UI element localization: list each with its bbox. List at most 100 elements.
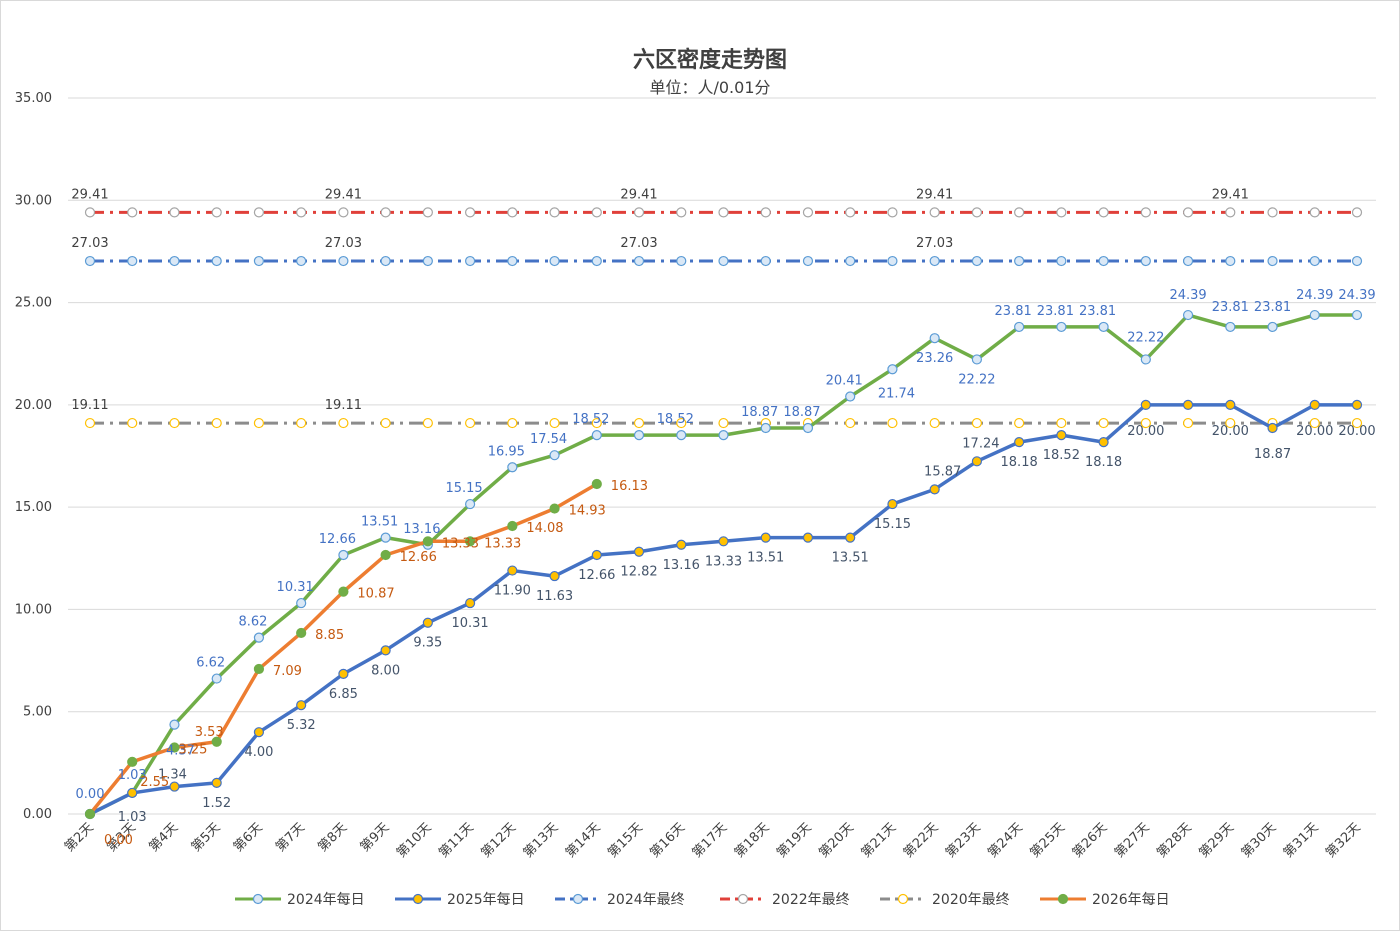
x-tick-label: 第11天: [436, 820, 477, 861]
data-point: [465, 597, 476, 609]
data-point: [929, 484, 940, 495]
legend-marker: [897, 893, 909, 905]
data-label: 23.81: [1037, 304, 1074, 319]
legend-label: 2026年每日: [1092, 892, 1170, 908]
legend-label: 2024年每日: [287, 892, 365, 908]
x-tick-label: 第14天: [563, 820, 604, 861]
data-point: [1098, 255, 1109, 267]
data-point: [718, 417, 729, 429]
data-point: [211, 417, 222, 429]
data-label: 27.03: [71, 236, 108, 251]
data-point: [169, 719, 180, 730]
x-tick-label: 第27天: [1112, 820, 1153, 861]
data-point: [169, 417, 180, 429]
data-label: 15.15: [445, 481, 482, 496]
data-point: [845, 391, 856, 402]
data-point: [253, 207, 265, 218]
data-point: [802, 422, 814, 434]
data-label: 27.03: [620, 236, 657, 251]
data-label: 13.16: [403, 522, 440, 537]
data-label: 1.52: [202, 796, 231, 811]
data-label: 12.66: [319, 532, 356, 547]
data-point: [591, 549, 602, 561]
data-label: 2.55: [140, 775, 169, 790]
data-label: 24.39: [1338, 288, 1375, 303]
y-tick-label: 5.00: [23, 705, 52, 720]
data-point: [760, 532, 771, 543]
x-tick-label: 第25天: [1028, 820, 1069, 861]
data-label: 1.34: [158, 768, 187, 783]
data-point: [676, 255, 687, 267]
data-point: [1182, 309, 1194, 321]
data-point: [549, 417, 560, 429]
x-tick-label: 第8天: [315, 820, 350, 855]
data-point: [338, 417, 349, 429]
data-point: [887, 255, 898, 267]
data-point: [127, 787, 138, 799]
data-point: [507, 255, 518, 267]
data-label: 19.11: [325, 398, 362, 413]
data-point: [507, 462, 518, 473]
x-tick-label: 第26天: [1070, 820, 1111, 861]
data-point: [633, 546, 645, 557]
data-label: 9.35: [413, 636, 442, 651]
data-point: [422, 255, 433, 267]
data-label: 23.81: [1254, 300, 1291, 315]
data-point: [971, 417, 983, 429]
data-point: [887, 498, 898, 510]
data-point: [1056, 255, 1067, 267]
data-point: [1140, 399, 1151, 410]
x-tick-label: 第6天: [231, 820, 266, 855]
data-point: [591, 478, 602, 490]
data-label: 14.93: [569, 504, 606, 519]
data-point: [718, 536, 729, 547]
data-label: 29.41: [325, 187, 362, 202]
data-point: [549, 207, 560, 218]
x-axis: 第2天 第3天 第4天 第5天 第6天 第7天 第8天 第9天 第10天 第11天 第12天 第13天…: [62, 820, 1364, 861]
data-point: [422, 417, 433, 429]
data-point: [1098, 321, 1109, 333]
x-tick-label: 第16天: [647, 820, 688, 861]
chart-subtitle: 单位：人/0.01分: [649, 78, 770, 97]
data-label: 4.00: [244, 745, 273, 760]
data-point: [1098, 207, 1109, 218]
data-label: 23.26: [916, 351, 953, 366]
data-point: [1309, 207, 1320, 218]
x-tick-label: 第7天: [273, 820, 308, 855]
data-label: 18.87: [783, 405, 820, 420]
data-point: [1056, 321, 1067, 333]
x-tick-label: 第30天: [1239, 820, 1280, 861]
x-tick-label: 第21天: [859, 820, 900, 861]
data-point: [1182, 417, 1194, 429]
data-point: [338, 207, 349, 218]
data-point: [465, 255, 476, 267]
x-tick-label: 第32天: [1323, 820, 1364, 861]
data-point: [676, 207, 687, 218]
data-label: 16.95: [488, 444, 525, 459]
data-label: 3.53: [195, 725, 224, 740]
data-label: 13.51: [747, 551, 784, 566]
x-tick-label: 第4天: [146, 820, 181, 855]
data-label: 29.41: [1212, 187, 1249, 202]
data-point: [802, 255, 814, 267]
data-label: 20.00: [1296, 424, 1333, 439]
data-label: 1.03: [118, 768, 147, 783]
data-label: 13.16: [663, 558, 700, 573]
legend-marker: [572, 893, 584, 905]
data-point: [211, 255, 222, 267]
data-point: [253, 255, 265, 267]
legend-marker: [412, 893, 424, 905]
legend-label: 2024年最终: [607, 892, 685, 908]
x-tick-label: 第29天: [1196, 820, 1237, 861]
data-point: [1056, 430, 1067, 441]
data-point: [1351, 417, 1363, 429]
data-point: [633, 417, 645, 429]
data-point: [84, 207, 96, 218]
x-tick-label: 第12天: [478, 820, 519, 861]
data-point: [633, 430, 645, 441]
data-point: [1309, 255, 1320, 267]
data-label: 18.18: [1085, 455, 1122, 470]
x-tick-label: 第22天: [901, 820, 942, 861]
data-point: [84, 417, 96, 429]
y-tick-label: 30.00: [15, 193, 52, 208]
